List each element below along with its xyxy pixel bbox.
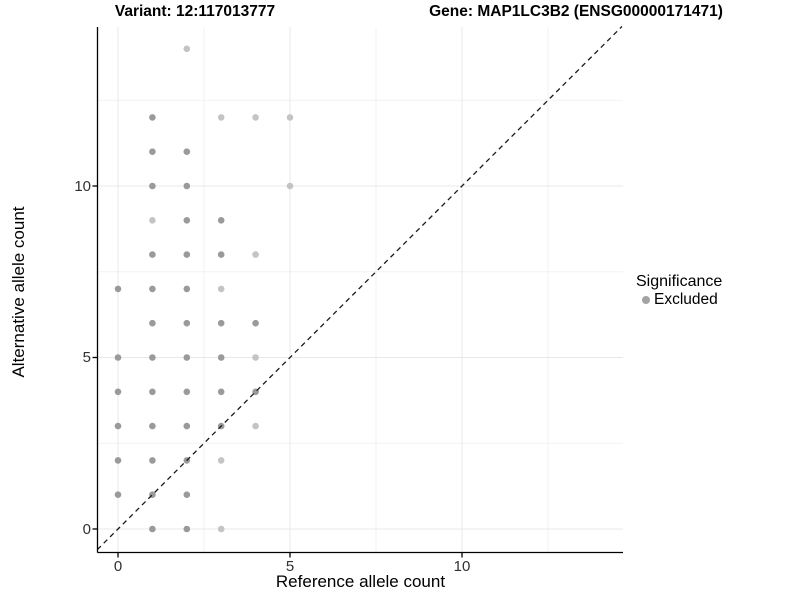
y-tick-label-10: 10: [74, 178, 91, 195]
data-point: [183, 388, 191, 396]
data-point: [183, 251, 191, 258]
data-point: [217, 525, 225, 533]
x-axis-title: Reference allele count: [275, 572, 446, 591]
data-point: [183, 319, 191, 327]
y-tick-label-5: 5: [82, 349, 91, 366]
data-point: [252, 114, 259, 121]
data-point: [149, 422, 156, 430]
x-tick-label-5: 5: [285, 558, 295, 575]
data-point: [252, 422, 259, 430]
data-point: [183, 182, 191, 190]
data-point: [114, 457, 122, 464]
data-point: [149, 354, 156, 361]
data-point: [252, 354, 259, 361]
x-tick-label-10: 10: [453, 558, 471, 575]
y-tick-label-0: 0: [82, 521, 91, 538]
data-point: [149, 114, 156, 121]
data-point: [114, 388, 122, 396]
data-point: [217, 388, 225, 396]
data-point: [149, 457, 156, 464]
data-point: [286, 114, 294, 121]
data-point: [149, 217, 156, 224]
data-point: [149, 525, 156, 533]
data-point: [149, 388, 156, 396]
data-point: [149, 251, 156, 258]
data-point: [114, 422, 122, 430]
data-point: [183, 148, 191, 155]
x-tick-label-0: 0: [113, 558, 123, 575]
data-point: [183, 45, 191, 53]
data-point: [149, 285, 156, 293]
legend-title: Significance: [636, 273, 723, 290]
data-point: [217, 251, 225, 258]
data-point: [217, 114, 225, 121]
data-point: [217, 457, 225, 464]
data-point: [183, 422, 191, 430]
legend-excluded-dot-icon: [642, 296, 650, 304]
identity-line: [96, 26, 623, 551]
plot-title-variant: Variant: 12:117013777: [114, 3, 276, 20]
plot-title-gene: Gene: MAP1LC3B2 (ENSG00000171471): [429, 3, 723, 20]
data-point: [114, 285, 122, 293]
data-point: [183, 285, 191, 293]
data-point: [149, 319, 156, 327]
data-point: [114, 354, 122, 361]
data-point: [286, 182, 294, 190]
data-point: [252, 251, 259, 258]
data-point: [217, 285, 225, 293]
data-point: [183, 354, 191, 361]
data-point: [149, 148, 156, 155]
y-axis-title: Alternative allele count: [9, 206, 28, 378]
data-point: [217, 319, 225, 327]
data-point: [183, 525, 191, 533]
data-point: [183, 217, 191, 224]
legend-item-excluded: Excluded: [654, 291, 718, 308]
data-point: [149, 182, 156, 190]
data-point: [183, 491, 191, 499]
data-point: [252, 319, 259, 327]
data-point: [217, 354, 225, 361]
data-point: [114, 491, 122, 499]
data-point: [217, 217, 225, 224]
